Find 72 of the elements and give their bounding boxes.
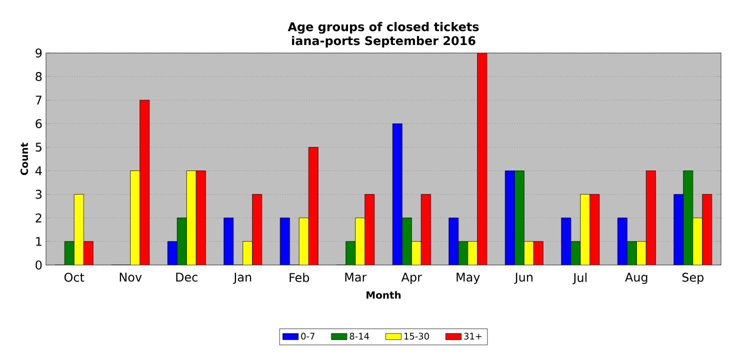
chart-subtitle: iana-ports September 2016 (292, 36, 476, 48)
y-axis-title: Count (20, 142, 28, 176)
y-tick-label: 6 (36, 119, 42, 128)
x-tick-label: Apr (401, 272, 422, 284)
bar (674, 194, 684, 265)
bar (167, 241, 178, 265)
y-tick-label: 4 (35, 166, 42, 176)
bar (411, 241, 422, 265)
bar (504, 170, 515, 265)
bar (514, 170, 524, 265)
y-tick-label: 9 (36, 48, 42, 58)
bar (280, 218, 290, 265)
bar (176, 218, 187, 265)
legend-label: 8-14 (350, 332, 370, 340)
bar (364, 194, 375, 265)
bar (702, 194, 712, 265)
bar (252, 194, 262, 265)
x-tick-label: Oct (64, 272, 84, 282)
bar (308, 147, 318, 265)
bar (64, 241, 74, 265)
bar (646, 170, 656, 265)
y-tick-label: 5 (36, 142, 42, 152)
legend-label: 0-7 (301, 332, 314, 340)
bar (448, 218, 459, 265)
bar (130, 170, 140, 265)
x-tick-label: Dec (176, 272, 198, 282)
bar (692, 218, 703, 265)
x-tick-label: Nov (120, 272, 142, 282)
bar (683, 170, 694, 265)
y-tick-label: 2 (36, 213, 42, 222)
y-tick-label: 7 (36, 96, 42, 104)
x-tick-label: May (456, 272, 480, 284)
bar (626, 241, 637, 265)
bar (636, 241, 646, 265)
bar (242, 241, 253, 265)
bar (580, 194, 590, 265)
bar (84, 241, 94, 265)
y-tick-label: 8 (36, 72, 42, 82)
bar (617, 218, 628, 265)
bar (298, 218, 309, 265)
bar (458, 241, 468, 265)
bar (468, 241, 478, 265)
bar (420, 194, 431, 265)
bar (74, 194, 84, 265)
bar (196, 170, 206, 265)
x-tick-label: Feb (290, 272, 310, 282)
bar (346, 241, 356, 265)
x-tick-label: Jul (572, 272, 586, 284)
bar (477, 53, 488, 265)
bar (524, 241, 534, 265)
bar (355, 218, 366, 265)
bar (140, 100, 150, 265)
y-tick-label: 1 (36, 237, 42, 246)
y-tick-label: 3 (36, 190, 42, 199)
x-axis-title: Month (366, 291, 401, 299)
legend-label: 15-30 (404, 332, 429, 340)
bar (402, 218, 412, 265)
bar (224, 218, 234, 265)
bar (186, 170, 196, 265)
y-tick-label: 0 (36, 260, 42, 270)
x-tick-label: Aug (625, 272, 648, 284)
bar (533, 241, 544, 265)
chart-title: Age groups of closed tickets (288, 22, 479, 34)
bar (561, 218, 572, 265)
x-tick-label: Mar (345, 272, 367, 282)
legend-label: 31+ (464, 332, 482, 340)
x-tick-label: Sep (682, 272, 704, 284)
bar (570, 241, 581, 265)
x-tick-label: Jun (514, 272, 532, 284)
x-tick-label: Jan (233, 272, 252, 284)
bar (590, 194, 600, 265)
bar (392, 123, 402, 265)
